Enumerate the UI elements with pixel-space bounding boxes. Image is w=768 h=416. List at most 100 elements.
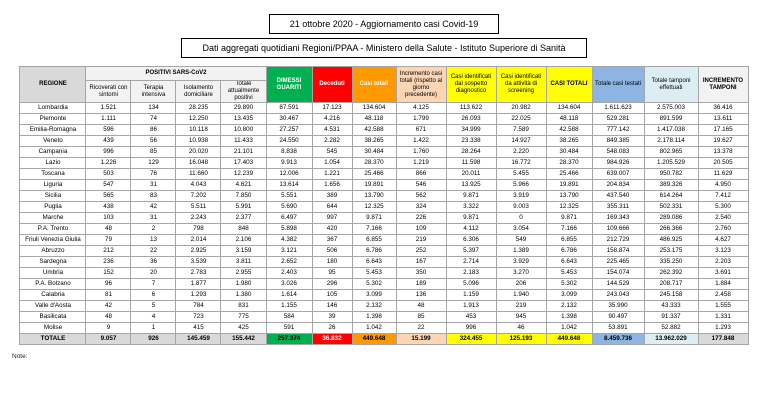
column-header-incremento-tamponi: INCREMENTO TAMPONI bbox=[697, 66, 749, 103]
cell-value: 2.377 bbox=[220, 212, 267, 224]
cell-value: 1.331 bbox=[697, 311, 749, 323]
cell-value: 167 bbox=[395, 256, 447, 268]
cell-value: 22.025 bbox=[495, 113, 547, 125]
cell-value: 19.627 bbox=[697, 135, 749, 147]
cell-value: 1.417.038 bbox=[643, 124, 699, 136]
table-row: Veneto 439 56 10.938 11.433 24.550 2.282 38.265… bbox=[19, 135, 749, 147]
cell-value: 1.205.529 bbox=[643, 157, 699, 169]
cell-value: 85 bbox=[395, 311, 447, 323]
column-header-dimessi-guariti: DIMESSI GUARITI bbox=[265, 66, 313, 103]
cell-value: 453 bbox=[445, 311, 497, 323]
cell-value: 6.786 bbox=[545, 245, 593, 257]
cell-value: 74 bbox=[130, 113, 177, 125]
table-row: Lombardia 1.521 134 28.235 29.890 87.591 17.12… bbox=[19, 102, 749, 114]
table-body: Lombardia 1.521 134 28.235 29.890 87.591 17.12… bbox=[19, 102, 749, 345]
cell-value: 849.385 bbox=[591, 135, 645, 147]
cell-value: 38.265 bbox=[351, 135, 397, 147]
cell-value: 5.453 bbox=[545, 267, 593, 279]
cell-value: 4.621 bbox=[220, 179, 267, 191]
region-name: Campania bbox=[19, 146, 87, 158]
cell-value: 1.760 bbox=[395, 146, 447, 158]
totale-label: TOTALE bbox=[19, 333, 87, 345]
cell-value: 9 bbox=[85, 322, 132, 334]
cell-value: 2.652 bbox=[265, 256, 313, 268]
cell-value: 20.505 bbox=[697, 157, 749, 169]
cell-value: 17.403 bbox=[220, 157, 267, 169]
cell-value: 3.811 bbox=[220, 256, 267, 268]
cell-value: 109.666 bbox=[591, 223, 645, 235]
cell-value: 1.521 bbox=[85, 102, 132, 114]
cell-value: 7 bbox=[130, 278, 177, 290]
cell-value: 28.370 bbox=[351, 157, 397, 169]
cell-value: 2.183 bbox=[445, 267, 497, 279]
cell-value: 2.243 bbox=[175, 212, 222, 224]
cell-value: 5.302 bbox=[351, 278, 397, 290]
region-name: Molise bbox=[19, 322, 87, 334]
cell-value: 802.965 bbox=[643, 146, 699, 158]
cell-value: 4.950 bbox=[697, 179, 749, 191]
cell-value: 13.611 bbox=[697, 113, 749, 125]
cell-value: 109 bbox=[395, 223, 447, 235]
cell-value: 95 bbox=[311, 267, 353, 279]
totale-value: 8.459.736 bbox=[591, 333, 645, 345]
column-header-terapia-intensiva: Terapia intensiva bbox=[130, 80, 177, 103]
cell-value: 20 bbox=[130, 267, 177, 279]
cell-value: 2 bbox=[130, 223, 177, 235]
cell-value: 1.913 bbox=[445, 300, 497, 312]
table-row: Emilia-Romagna 596 86 10.118 10.800 27.257 4.5… bbox=[19, 124, 749, 136]
column-header-regione: REGIONE bbox=[19, 66, 87, 103]
cell-value: 2.132 bbox=[351, 300, 397, 312]
cell-value: 7.166 bbox=[351, 223, 397, 235]
group-header-positivi-sars-cov2: POSITIVI SARS-CoV2 bbox=[85, 66, 267, 81]
cell-value: 22 bbox=[395, 322, 447, 334]
table-row: Valle d'Aosta 42 5 784 831 1.155 146 2.132 48 1.9… bbox=[19, 300, 749, 312]
cell-value: 545 bbox=[311, 146, 353, 158]
cell-value: 5.455 bbox=[495, 168, 547, 180]
cell-value: 29.890 bbox=[220, 102, 267, 114]
cell-value: 31 bbox=[130, 212, 177, 224]
cell-value: 4.531 bbox=[311, 124, 353, 136]
region-name: Valle d'Aosta bbox=[19, 300, 87, 312]
cell-value: 2.540 bbox=[697, 212, 749, 224]
table-row: P.A. Trento 48 2 798 848 5.898 420 7.166 109 4.11… bbox=[19, 223, 749, 235]
totale-value: 449.648 bbox=[545, 333, 593, 345]
cell-value: 169.343 bbox=[591, 212, 645, 224]
cell-value: 30.484 bbox=[351, 146, 397, 158]
cell-value: 6.643 bbox=[351, 256, 397, 268]
cell-value: 3.539 bbox=[175, 256, 222, 268]
table-row: Lazio 1.226 129 16.048 17.403 9.913 1.054 28.37… bbox=[19, 157, 749, 169]
cell-value: 7.166 bbox=[545, 223, 593, 235]
cell-value: 10.800 bbox=[220, 124, 267, 136]
cell-value: 5.300 bbox=[697, 201, 749, 213]
cell-value: 3.691 bbox=[697, 267, 749, 279]
cell-value: 219 bbox=[495, 300, 547, 312]
cell-value: 36.416 bbox=[697, 102, 749, 114]
cell-value: 42 bbox=[130, 201, 177, 213]
cell-value: 9.003 bbox=[495, 201, 547, 213]
cell-value: 13.614 bbox=[265, 179, 313, 191]
cell-value: 206 bbox=[495, 278, 547, 290]
cell-value: 12.006 bbox=[265, 168, 313, 180]
cell-value: 48.118 bbox=[351, 113, 397, 125]
cell-value: 1.155 bbox=[265, 300, 313, 312]
cell-value: 13.378 bbox=[697, 146, 749, 158]
cell-value: 1.293 bbox=[175, 289, 222, 301]
cell-value: 5.898 bbox=[265, 223, 313, 235]
cell-value: 547 bbox=[85, 179, 132, 191]
cell-value: 562 bbox=[395, 190, 447, 202]
cell-value: 506 bbox=[311, 245, 353, 257]
totale-value: 36.832 bbox=[311, 333, 353, 345]
table-row: Abruzzo 212 22 2.925 3.159 3.121 506 6.786 252 5.… bbox=[19, 245, 749, 257]
cell-value: 26 bbox=[311, 322, 353, 334]
cell-value: 415 bbox=[175, 322, 222, 334]
region-name: Toscana bbox=[19, 168, 87, 180]
cell-value: 775 bbox=[220, 311, 267, 323]
report-title: 21 ottobre 2020 - Aggiornamento casi Cov… bbox=[289, 19, 479, 29]
cell-value: 136 bbox=[395, 289, 447, 301]
cell-value: 13.925 bbox=[445, 179, 497, 191]
column-header-totale-casi-testati: Totale casi testati bbox=[591, 66, 645, 103]
cell-value: 48 bbox=[85, 311, 132, 323]
cell-value: 3.322 bbox=[445, 201, 497, 213]
cell-value: 4.125 bbox=[395, 102, 447, 114]
cell-value: 204.834 bbox=[591, 179, 645, 191]
